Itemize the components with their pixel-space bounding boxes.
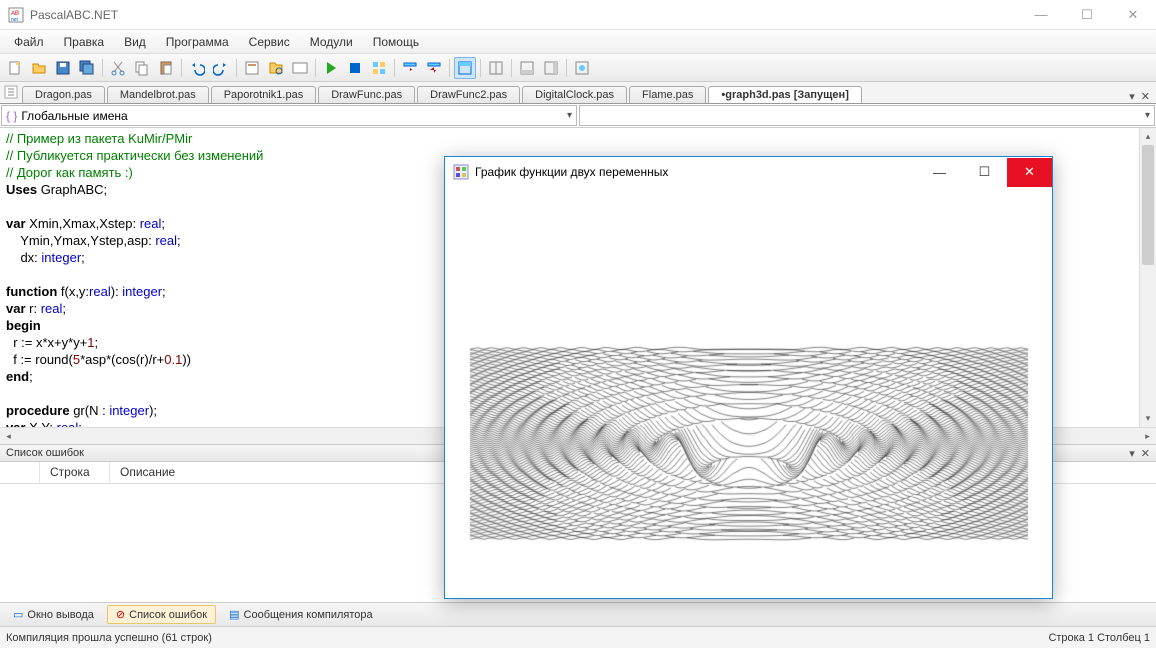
bottom-tab[interactable]: ▤Сообщения компилятора bbox=[220, 605, 382, 624]
panel1-button[interactable] bbox=[516, 57, 538, 79]
paste-button[interactable] bbox=[155, 57, 177, 79]
separator bbox=[102, 59, 103, 77]
status-left: Компиляция прошла успешно (61 строк) bbox=[6, 632, 212, 644]
file-tab[interactable]: •graph3d.pas [Запущен] bbox=[708, 86, 861, 103]
graph-close-button[interactable]: ✕ bbox=[1007, 158, 1052, 187]
statusbar: Компиляция прошла успешно (61 строк) Стр… bbox=[0, 626, 1156, 648]
separator bbox=[566, 59, 567, 77]
editor-scrollbar-vertical[interactable]: ▴ ▾ bbox=[1139, 128, 1156, 427]
separator bbox=[236, 59, 237, 77]
member-combo[interactable]: ▾ bbox=[579, 105, 1155, 126]
tab-dropdown-icon[interactable]: ▾ bbox=[1129, 90, 1135, 103]
app-icon: ABnet bbox=[8, 7, 24, 23]
menu-правка[interactable]: Правка bbox=[54, 32, 115, 52]
chevron-down-icon: ▾ bbox=[567, 110, 572, 121]
copy-button[interactable] bbox=[131, 57, 153, 79]
bottom-tab[interactable]: ⊘Список ошибок bbox=[107, 605, 216, 624]
error-panel-title-text: Список ошибок bbox=[6, 447, 84, 459]
panel2-button[interactable] bbox=[540, 57, 562, 79]
menu-помощь[interactable]: Помощь bbox=[363, 32, 429, 52]
file-tab[interactable]: Dragon.pas bbox=[22, 86, 105, 103]
menu-модули[interactable]: Модули bbox=[300, 32, 363, 52]
scroll-thumb[interactable] bbox=[1142, 145, 1154, 265]
bottom-tab-icon: ⊘ bbox=[116, 608, 125, 621]
scroll-down-icon[interactable]: ▾ bbox=[1140, 410, 1156, 427]
titlebar: ABnet PascalABC.NET — ☐ ✕ bbox=[0, 0, 1156, 30]
explorer-button[interactable] bbox=[265, 57, 287, 79]
bottom-tab[interactable]: ▭Окно вывода bbox=[4, 605, 103, 624]
layout1-button[interactable] bbox=[454, 57, 476, 79]
graph-window-titlebar[interactable]: График функции двух переменных — ☐ ✕ bbox=[445, 157, 1052, 187]
file-tab[interactable]: Flame.pas bbox=[629, 86, 706, 103]
save-all-button[interactable] bbox=[76, 57, 98, 79]
graph-minimize-button[interactable]: — bbox=[917, 158, 962, 187]
save-button[interactable] bbox=[52, 57, 74, 79]
redo-button[interactable] bbox=[210, 57, 232, 79]
file-tab[interactable]: DrawFunc.pas bbox=[318, 86, 415, 103]
output-button[interactable] bbox=[289, 57, 311, 79]
run-button[interactable] bbox=[320, 57, 342, 79]
menu-программа[interactable]: Программа bbox=[156, 32, 239, 52]
graph-window: График функции двух переменных — ☐ ✕ bbox=[444, 156, 1053, 599]
window-title: PascalABC.NET bbox=[30, 8, 1018, 22]
separator bbox=[315, 59, 316, 77]
menu-сервис[interactable]: Сервис bbox=[239, 32, 300, 52]
graph-window-icon bbox=[453, 164, 469, 180]
scope-combo-label: Глобальные имена bbox=[21, 109, 127, 123]
tabbar: Dragon.pasMandelbrot.pasPaporotnik1.pasD… bbox=[0, 82, 1156, 104]
separator bbox=[394, 59, 395, 77]
graph-window-title: График функции двух переменных bbox=[475, 165, 917, 179]
step-into-button[interactable] bbox=[399, 57, 421, 79]
minimize-button[interactable]: — bbox=[1018, 0, 1064, 30]
graph-canvas bbox=[445, 187, 1052, 598]
error-column-header[interactable] bbox=[0, 462, 40, 483]
scroll-up-icon[interactable]: ▴ bbox=[1140, 128, 1156, 145]
chevron-down-icon: ▾ bbox=[1145, 110, 1150, 121]
cut-button[interactable] bbox=[107, 57, 129, 79]
layout2-button[interactable] bbox=[485, 57, 507, 79]
close-button[interactable]: ✕ bbox=[1110, 0, 1156, 30]
error-column-header[interactable]: Строка bbox=[40, 462, 110, 483]
maximize-button[interactable]: ☐ bbox=[1064, 0, 1110, 30]
tab-close-icon[interactable]: ✕ bbox=[1141, 90, 1150, 103]
graph-maximize-button[interactable]: ☐ bbox=[962, 158, 1007, 187]
svg-text:net: net bbox=[11, 17, 19, 23]
combo-row: { } Глобальные имена ▾ ▾ bbox=[0, 104, 1156, 128]
separator bbox=[449, 59, 450, 77]
tab-scroll-icon[interactable] bbox=[4, 85, 18, 99]
scroll-left-icon[interactable]: ◂ bbox=[0, 428, 17, 444]
toolbar bbox=[0, 54, 1156, 82]
file-tab[interactable]: DrawFunc2.pas bbox=[417, 86, 520, 103]
compile-button[interactable] bbox=[368, 57, 390, 79]
status-right: Строка 1 Столбец 1 bbox=[1048, 632, 1150, 644]
undo-button[interactable] bbox=[186, 57, 208, 79]
file-tab[interactable]: Paporotnik1.pas bbox=[211, 86, 317, 103]
menu-файл[interactable]: Файл bbox=[4, 32, 54, 52]
bottom-tab-icon: ▤ bbox=[229, 608, 239, 621]
bottom-tab-icon: ▭ bbox=[13, 608, 23, 621]
properties-button[interactable] bbox=[241, 57, 263, 79]
file-tab[interactable]: Mandelbrot.pas bbox=[107, 86, 209, 103]
separator bbox=[181, 59, 182, 77]
scope-combo[interactable]: { } Глобальные имена ▾ bbox=[1, 105, 577, 126]
separator bbox=[511, 59, 512, 77]
panel-close-icon[interactable]: ✕ bbox=[1141, 447, 1150, 460]
menubar: ФайлПравкаВидПрограммаСервисМодулиПомощь bbox=[0, 30, 1156, 54]
new-file-button[interactable] bbox=[4, 57, 26, 79]
bottom-tabbar: ▭Окно вывода⊘Список ошибок▤Сообщения ком… bbox=[0, 602, 1156, 626]
separator bbox=[480, 59, 481, 77]
pin-icon[interactable]: ▾ bbox=[1129, 447, 1135, 460]
step-over-button[interactable] bbox=[423, 57, 445, 79]
stop-button[interactable] bbox=[344, 57, 366, 79]
scroll-right-icon[interactable]: ▸ bbox=[1139, 428, 1156, 444]
panel3-button[interactable] bbox=[571, 57, 593, 79]
open-file-button[interactable] bbox=[28, 57, 50, 79]
file-tab[interactable]: DigitalClock.pas bbox=[522, 86, 627, 103]
menu-вид[interactable]: Вид bbox=[114, 32, 156, 52]
